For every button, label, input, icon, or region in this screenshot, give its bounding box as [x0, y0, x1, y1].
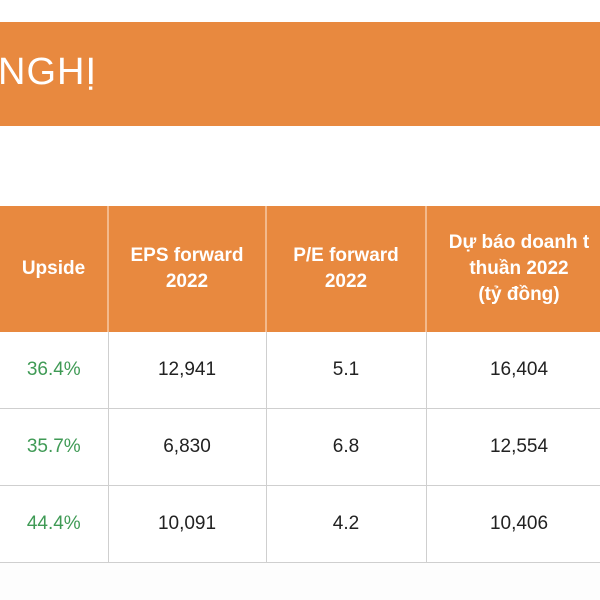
banner-title: NGHỊ	[0, 51, 97, 93]
cell-revenue: 12,554	[426, 408, 600, 486]
forecast-table: Upside EPS forward 2022 P/E forward 2022…	[0, 206, 600, 563]
header-upside: Upside	[0, 206, 109, 332]
cell-eps: 10,091	[108, 485, 267, 563]
table-row: 35.7% 6,830 6.8 12,554	[0, 408, 600, 486]
table-row: 36.4% 12,941 5.1 16,404	[0, 332, 600, 409]
cell-revenue: 10,406	[426, 485, 600, 563]
cell-eps: 12,941	[108, 332, 267, 409]
header-pe-forward: P/E forward 2022	[266, 206, 427, 332]
cell-upside: 44.4%	[0, 485, 109, 563]
table-body: 36.4% 12,941 5.1 16,404 35.7% 6,830 6.8 …	[0, 332, 600, 563]
table-header: Upside EPS forward 2022 P/E forward 2022…	[0, 206, 600, 332]
top-strip	[0, 0, 600, 22]
cell-upside: 35.7%	[0, 408, 109, 486]
spacer	[0, 126, 600, 206]
header-row: Upside EPS forward 2022 P/E forward 2022…	[0, 206, 600, 332]
header-revenue-forecast: Dự báo doanh t thuần 2022 (tỷ đồng)	[426, 206, 600, 332]
table-row: 44.4% 10,091 4.2 10,406	[0, 485, 600, 563]
cell-pe: 5.1	[266, 332, 427, 409]
cell-eps: 6,830	[108, 408, 267, 486]
cell-pe: 4.2	[266, 485, 427, 563]
cell-revenue: 16,404	[426, 332, 600, 409]
section-banner: NGHỊ	[0, 22, 600, 126]
cell-pe: 6.8	[266, 408, 427, 486]
header-eps-forward: EPS forward 2022	[108, 206, 267, 332]
cell-upside: 36.4%	[0, 332, 109, 409]
